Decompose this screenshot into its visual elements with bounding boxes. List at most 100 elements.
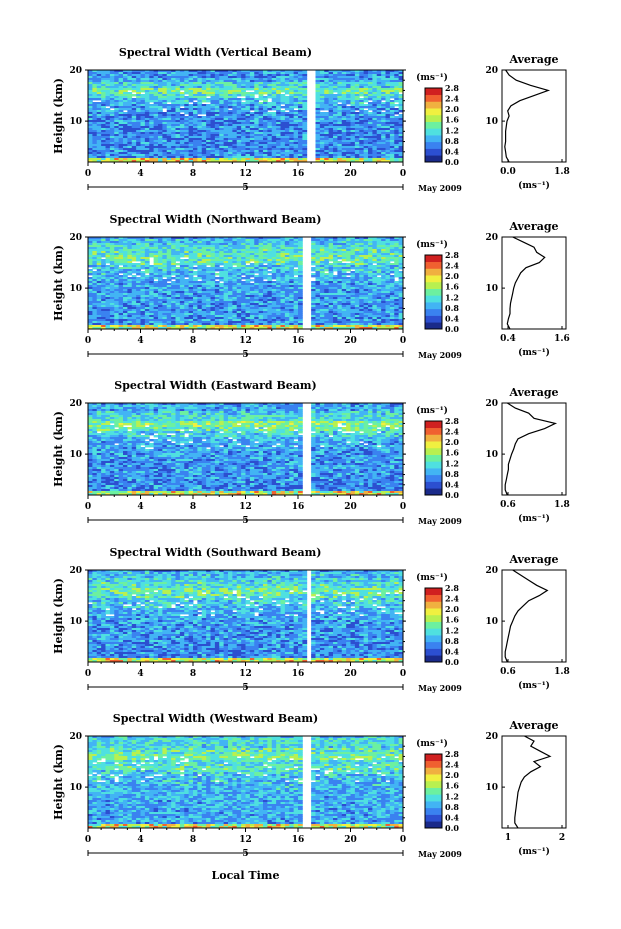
- heatmap-cell: [319, 76, 325, 79]
- heatmap-cell: [166, 70, 172, 73]
- heatmap-cell: [249, 94, 255, 97]
- heatmap-cell: [394, 132, 400, 135]
- heatmap-cell: [245, 110, 251, 113]
- heatmap-cell: [350, 110, 356, 113]
- heatmap-cell: [319, 92, 325, 95]
- heatmap-cell: [359, 122, 365, 125]
- heatmap-cell: [381, 114, 386, 117]
- heatmap-cell: [389, 78, 395, 81]
- heatmap-cell: [368, 140, 373, 143]
- heatmap-cell: [389, 112, 395, 115]
- heatmap-cell: [105, 98, 111, 101]
- heatmap-cell: [228, 138, 233, 141]
- heatmap-cell: [341, 112, 347, 115]
- heatmap-cell: [337, 110, 343, 113]
- heatmap-cell: [219, 126, 225, 129]
- heatmap-cell: [241, 74, 246, 77]
- heatmap-cell: [223, 80, 229, 83]
- heatmap-cell: [184, 70, 190, 73]
- heatmap-cell: [123, 112, 128, 115]
- heatmap-cell: [254, 72, 260, 75]
- heatmap-cell: [188, 146, 194, 149]
- heatmap-cell: [315, 136, 321, 139]
- heatmap-cell: [197, 138, 203, 141]
- heatmap-cell: [293, 74, 299, 77]
- heatmap-cell: [398, 114, 404, 117]
- heatmap-cell: [123, 102, 128, 105]
- heatmap-cell: [341, 104, 347, 107]
- heatmap-cell: [179, 84, 185, 87]
- heatmap-cell: [289, 120, 295, 123]
- heatmap-cell: [175, 120, 181, 123]
- heatmap-cell: [109, 118, 115, 121]
- heatmap-cell: [298, 108, 303, 111]
- heatmap-cell: [328, 102, 334, 105]
- heatmap-cell: [302, 112, 308, 115]
- heatmap-cell: [232, 86, 238, 89]
- heatmap-cell: [354, 134, 360, 137]
- heatmap-cell: [267, 82, 273, 85]
- heatmap-cell: [236, 92, 242, 95]
- heatmap-cell: [96, 70, 102, 73]
- heatmap-cell: [232, 82, 238, 85]
- heatmap-cell: [276, 92, 281, 95]
- avg-x-tick-label: 0.0: [500, 167, 516, 177]
- heatmap-cell: [201, 98, 207, 101]
- heatmap-cell: [324, 96, 330, 99]
- heatmap-cell: [372, 72, 378, 75]
- heatmap-cell: [372, 114, 378, 117]
- heatmap-cell: [92, 102, 98, 105]
- heatmap-cell: [171, 132, 176, 135]
- heatmap-cell: [197, 74, 203, 77]
- heatmap-cell: [385, 138, 391, 141]
- heatmap-cell: [394, 118, 400, 121]
- heatmap-cell: [271, 78, 277, 81]
- heatmap-cell: [328, 138, 334, 141]
- heatmap-cell: [210, 124, 216, 127]
- heatmap-cell: [289, 102, 295, 105]
- heatmap-cell: [302, 140, 308, 143]
- heatmap-cell: [372, 116, 378, 119]
- heatmap-cell: [136, 118, 141, 121]
- heatmap-cell: [276, 126, 281, 129]
- heatmap-cell: [254, 134, 260, 137]
- heatmap-cell: [271, 144, 277, 147]
- heatmap-cell: [223, 114, 229, 117]
- heatmap-cell: [123, 76, 128, 79]
- heatmap-cell: [214, 102, 220, 105]
- heatmap-cell: [201, 144, 207, 147]
- heatmap-cell: [337, 100, 343, 103]
- heatmap-cell: [149, 88, 155, 91]
- heatmap-cell: [123, 132, 128, 135]
- heatmap-cell: [96, 82, 102, 85]
- heatmap-cell: [206, 110, 211, 113]
- heatmap-cell: [197, 92, 203, 95]
- heatmap-cell: [210, 104, 216, 107]
- heatmap-cell: [179, 146, 185, 149]
- heatmap-cell: [123, 120, 128, 123]
- heatmap-cell: [298, 134, 303, 137]
- heatmap-cell: [175, 82, 181, 85]
- heatmap-cell: [158, 98, 163, 101]
- heatmap-cell: [341, 78, 347, 81]
- heatmap-cell: [376, 108, 382, 111]
- heatmap-cell: [162, 102, 168, 105]
- panel-1: Spectral Width (Northward Beam)2010Heigh…: [52, 213, 570, 360]
- heatmap-cell: [302, 108, 308, 111]
- heatmap-cell: [249, 279, 255, 282]
- heatmap-cell: [101, 114, 106, 117]
- heatmap-cell: [228, 114, 233, 117]
- heatmap-cell: [92, 110, 98, 113]
- heatmap-cell: [232, 70, 238, 73]
- heatmap-cell: [376, 146, 382, 149]
- heatmap-cell: [333, 102, 338, 105]
- heatmap-cell: [206, 98, 211, 101]
- heatmap-cell: [127, 88, 133, 91]
- heatmap-cell: [350, 88, 356, 91]
- heatmap-cell: [333, 94, 338, 97]
- heatmap-cell: [293, 118, 299, 121]
- heatmap-cell: [389, 72, 395, 75]
- heatmap-cell: [228, 132, 233, 135]
- heatmap-cell: [359, 70, 365, 73]
- heatmap-cell: [109, 88, 115, 91]
